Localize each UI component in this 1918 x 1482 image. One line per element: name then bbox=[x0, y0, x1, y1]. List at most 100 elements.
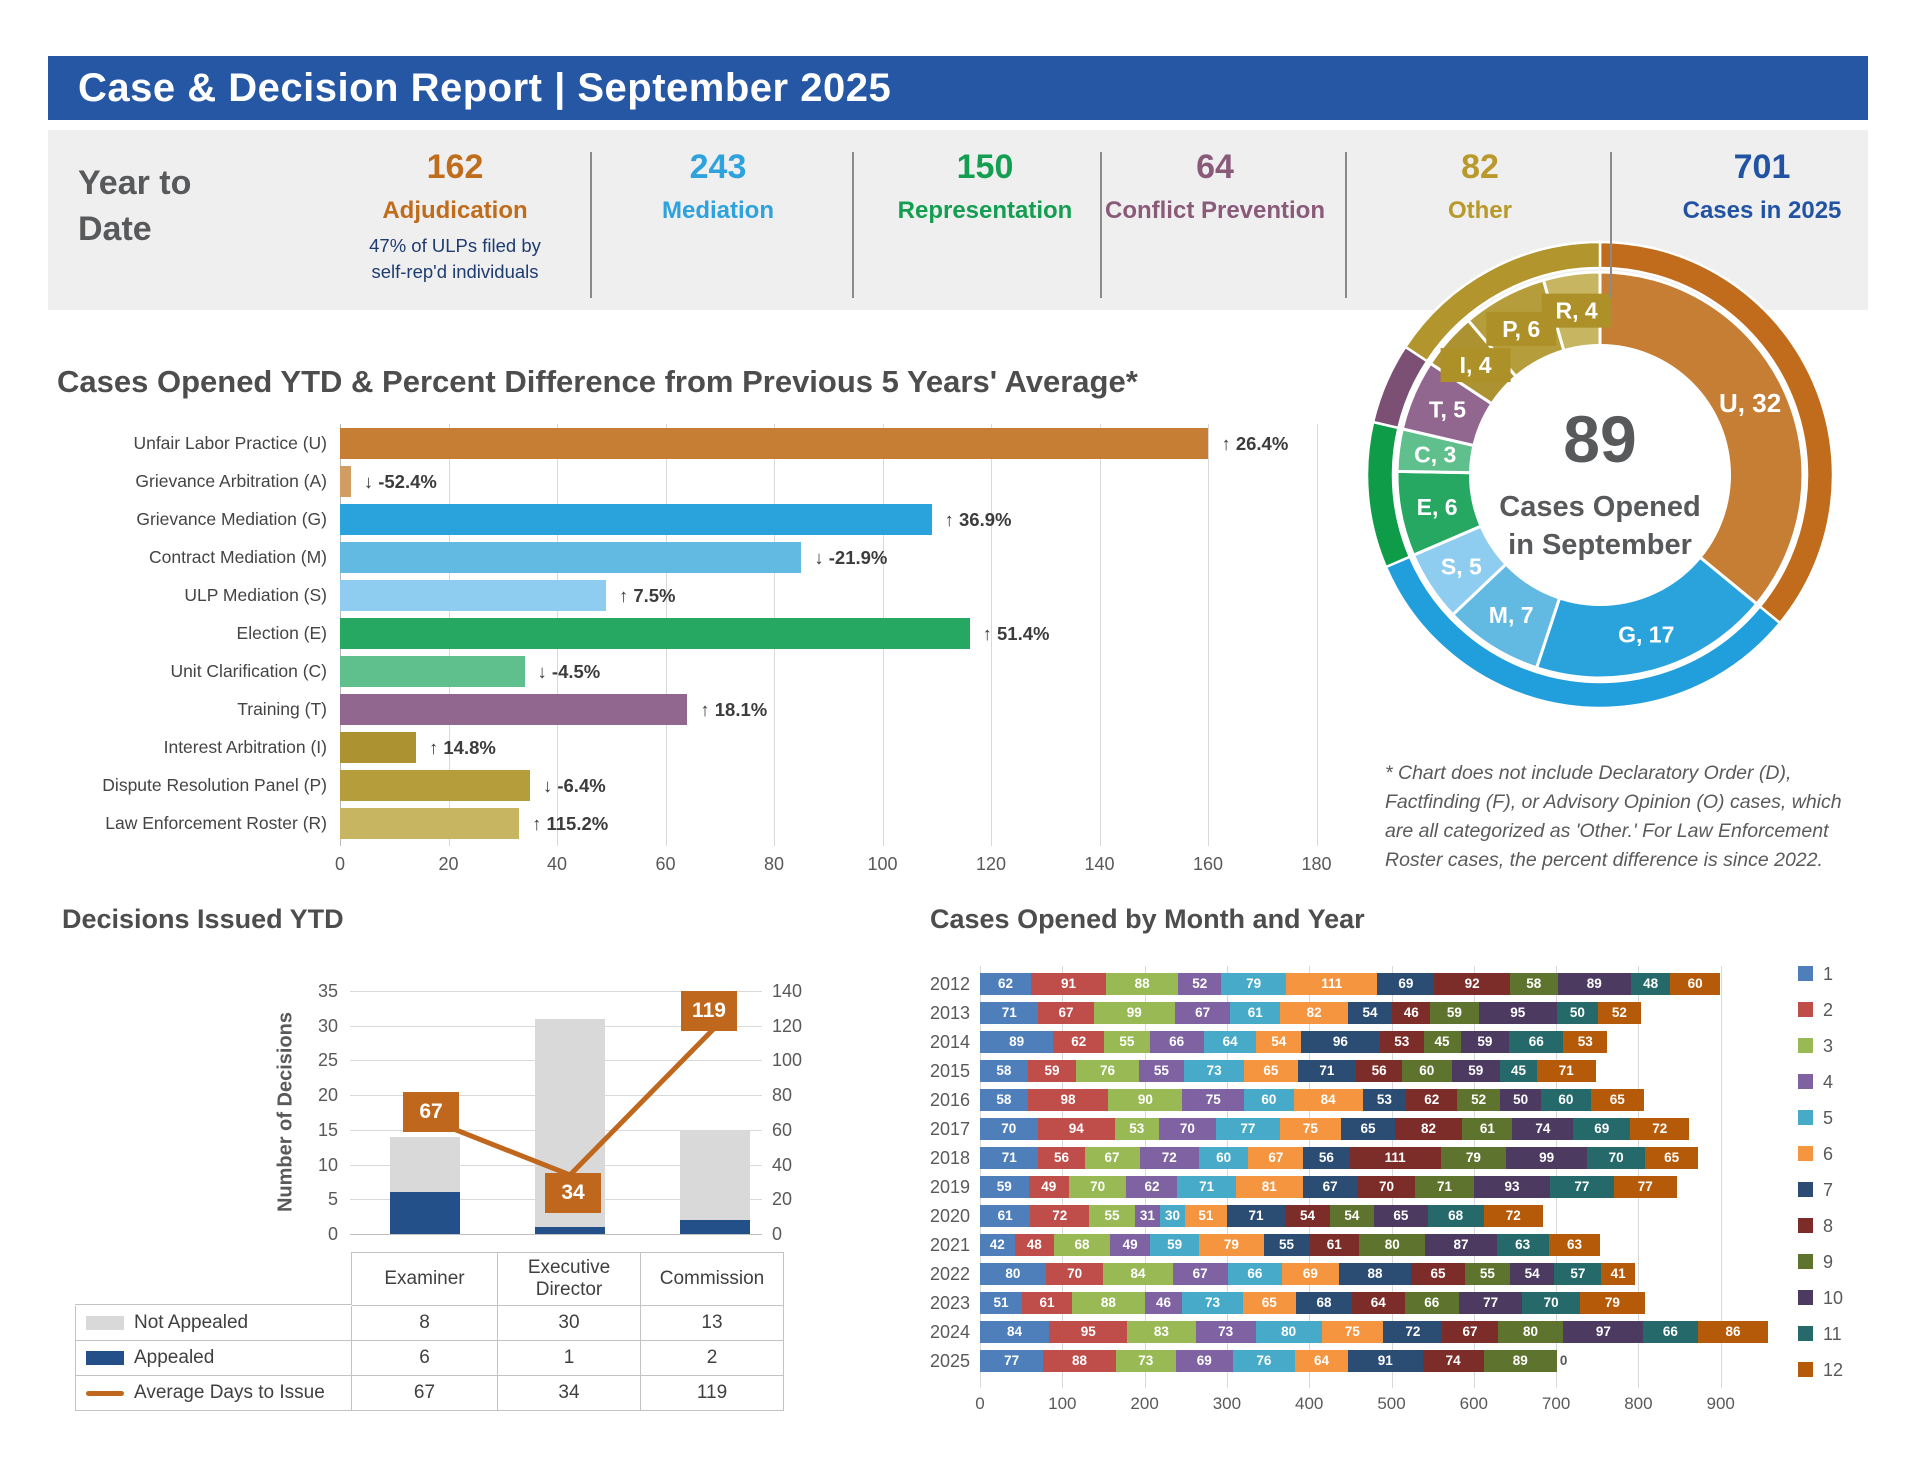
decisions-gridline bbox=[350, 1234, 762, 1235]
avg-days-data-label: 119 bbox=[681, 991, 737, 1031]
monthly-segment-month-8: 46 bbox=[1392, 1002, 1431, 1024]
monthly-segment-month-12: 72 bbox=[1630, 1118, 1690, 1140]
monthly-year-row: 80 70 84 67 66 69 88 65 55 54 57 41 bbox=[980, 1263, 1636, 1285]
monthly-legend-swatch-7 bbox=[1798, 1182, 1813, 1197]
monthly-segment-month-2: 62 bbox=[1053, 1031, 1105, 1053]
monthly-year-row: 70 94 53 70 77 75 65 82 61 74 69 72 bbox=[980, 1118, 1690, 1140]
decisions-data-table: Examiner Executive Director Commission Not … bbox=[75, 1252, 784, 1411]
monthly-year-row: 58 98 90 75 60 84 53 62 52 50 60 65 bbox=[980, 1089, 1645, 1111]
monthly-segment-month-11: 63 bbox=[1496, 1234, 1549, 1256]
monthly-segment-month-4: 72 bbox=[1139, 1147, 1199, 1169]
monthly-year-row: 61 72 55 31 30 51 71 54 54 65 68 72 bbox=[980, 1205, 1543, 1227]
monthly-segment-month-6: 75 bbox=[1321, 1321, 1384, 1343]
monthly-segment-month-11: 60 bbox=[1541, 1089, 1591, 1111]
monthly-segment-month-3: 55 bbox=[1089, 1205, 1135, 1227]
monthly-segment-month-3: 70 bbox=[1068, 1176, 1127, 1198]
monthly-legend-label-2: 2 bbox=[1823, 1000, 1834, 1020]
monthly-legend-swatch-6 bbox=[1798, 1146, 1813, 1161]
ytd-x-tick: 180 bbox=[1301, 854, 1332, 874]
monthly-legend-label-1: 1 bbox=[1823, 964, 1834, 984]
ytd-bar bbox=[340, 542, 802, 573]
donut-segment-label-S: S, 5 bbox=[1441, 553, 1482, 579]
monthly-x-tick: 700 bbox=[1541, 1394, 1571, 1413]
monthly-segment-month-10: 59 bbox=[1460, 1031, 1510, 1053]
monthly-x-tick: 200 bbox=[1130, 1394, 1159, 1413]
monthly-year-label: 2018 bbox=[929, 1148, 970, 1168]
monthly-segment-month-7: 72 bbox=[1383, 1321, 1443, 1343]
monthly-segment-month-9: 59 bbox=[1430, 1002, 1479, 1024]
legend-swatch-not-appealed bbox=[86, 1316, 124, 1330]
stat-divider bbox=[1610, 152, 1612, 298]
monthly-segment-month-7: 96 bbox=[1300, 1031, 1380, 1053]
avg-days-data-label: 67 bbox=[403, 1092, 459, 1132]
monthly-segment-month-9: 66 bbox=[1404, 1292, 1459, 1314]
monthly-segment-month-7: 67 bbox=[1302, 1176, 1358, 1198]
september-donut-chart: U, 32 G, 17 M, 7 S, 5 E, 6 C, 3 T, 5 I, 4 P, 6 R,… bbox=[1365, 240, 1835, 710]
monthly-segment-month-5: 71 bbox=[1177, 1176, 1236, 1198]
decisions-left-tick: 5 bbox=[327, 1189, 338, 1210]
monthly-segment-month-3: 55 bbox=[1104, 1031, 1150, 1053]
monthly-segment-month-11: 45 bbox=[1500, 1060, 1538, 1082]
table-row-label: Appealed bbox=[75, 1341, 352, 1376]
donut-segment-label-C: C, 3 bbox=[1414, 442, 1456, 468]
monthly-segment-month-1: 70 bbox=[980, 1118, 1038, 1140]
monthly-segment-month-3: 68 bbox=[1054, 1234, 1111, 1256]
ytd-gridline bbox=[1099, 424, 1101, 846]
monthly-year-label: 2012 bbox=[929, 974, 970, 994]
stat-value: 82 bbox=[1461, 148, 1499, 186]
monthly-year-row: 89 62 55 66 64 54 96 53 45 59 66 53 bbox=[980, 1031, 1608, 1053]
monthly-segment-month-10: 77 bbox=[1458, 1292, 1523, 1314]
monthly-segment-month-4: 31 bbox=[1134, 1205, 1161, 1227]
monthly-segment-month-2: 88 bbox=[1043, 1350, 1116, 1372]
stat-conflict-prevention: 64 Conflict Prevention bbox=[1080, 148, 1350, 225]
stat-mediation: 243 Mediation bbox=[583, 148, 853, 225]
monthly-segment-month-5: 61 bbox=[1230, 1002, 1281, 1024]
monthly-segment-month-9: 54 bbox=[1329, 1205, 1375, 1227]
table-row-label: Not Appealed bbox=[75, 1306, 352, 1341]
ytd-pct-label: ↑ 18.1% bbox=[700, 699, 768, 720]
ytd-bar bbox=[340, 618, 970, 649]
decisions-left-tick: 10 bbox=[317, 1154, 338, 1175]
monthly-segment-month-4: 67 bbox=[1172, 1263, 1228, 1285]
monthly-segment-month-2: 95 bbox=[1049, 1321, 1128, 1343]
monthly-segment-month-1: 42 bbox=[980, 1234, 1015, 1256]
stat-cases-in-2025: 701 Cases in 2025 bbox=[1627, 148, 1897, 225]
monthly-x-tick: 400 bbox=[1295, 1394, 1324, 1413]
table-value-cell: 34 bbox=[498, 1376, 641, 1411]
monthly-year-row: 59 49 70 62 71 81 67 70 71 93 77 77 bbox=[980, 1176, 1677, 1198]
monthly-segment-month-11: 57 bbox=[1554, 1263, 1602, 1285]
avg-days-line bbox=[424, 1025, 717, 1178]
ytd-pct-label: ↑ 36.9% bbox=[944, 509, 1012, 530]
decisions-right-tick: 60 bbox=[772, 1119, 793, 1140]
monthly-segment-month-2: 72 bbox=[1030, 1205, 1090, 1227]
monthly-segment-month-5: 59 bbox=[1150, 1234, 1199, 1256]
monthly-segment-month-9: 79 bbox=[1440, 1147, 1506, 1169]
table-value-cell: 1 bbox=[498, 1341, 641, 1376]
monthly-legend-label-5: 5 bbox=[1823, 1108, 1834, 1128]
monthly-segment-month-1: 71 bbox=[980, 1147, 1039, 1169]
monthly-year-row: 71 56 67 72 60 67 56 111 79 99 70 65 bbox=[980, 1147, 1699, 1169]
monthly-legend-label-9: 9 bbox=[1823, 1252, 1834, 1272]
monthly-segment-month-6: 54 bbox=[1256, 1031, 1301, 1053]
monthly-segment-month-2: 59 bbox=[1027, 1060, 1077, 1082]
monthly-segment-month-7: 71 bbox=[1226, 1205, 1286, 1227]
monthly-segment-month-12: 86 bbox=[1697, 1321, 1769, 1343]
ytd-pct-label: ↑ 26.4% bbox=[1221, 433, 1289, 454]
monthly-segment-month-6: 51 bbox=[1184, 1205, 1227, 1227]
ytd-label: Year to Date bbox=[78, 164, 192, 248]
monthly-legend-label-6: 6 bbox=[1823, 1144, 1834, 1164]
monthly-year-row: 77 88 73 69 76 64 91 74 89 0 bbox=[980, 1350, 1567, 1372]
monthly-x-tick: 300 bbox=[1212, 1394, 1242, 1413]
monthly-segment-month-12: 72 bbox=[1483, 1205, 1543, 1227]
monthly-segment-month-10: 97 bbox=[1563, 1321, 1644, 1343]
decisions-left-tick: 25 bbox=[317, 1050, 338, 1071]
monthly-segment-month-10: 89 bbox=[1557, 973, 1631, 995]
stat-label: Adjudication bbox=[382, 197, 528, 224]
monthly-segment-month-5: 66 bbox=[1227, 1263, 1283, 1285]
monthly-segment-month-11: 69 bbox=[1573, 1118, 1631, 1140]
monthly-year-label: 2017 bbox=[929, 1119, 970, 1139]
monthly-year-label: 2015 bbox=[929, 1061, 970, 1081]
monthly-year-label: 2023 bbox=[929, 1293, 970, 1313]
monthly-segment-month-12: 65 bbox=[1590, 1089, 1645, 1111]
ytd-bar-label: Grievance Arbitration (A) bbox=[135, 471, 327, 491]
